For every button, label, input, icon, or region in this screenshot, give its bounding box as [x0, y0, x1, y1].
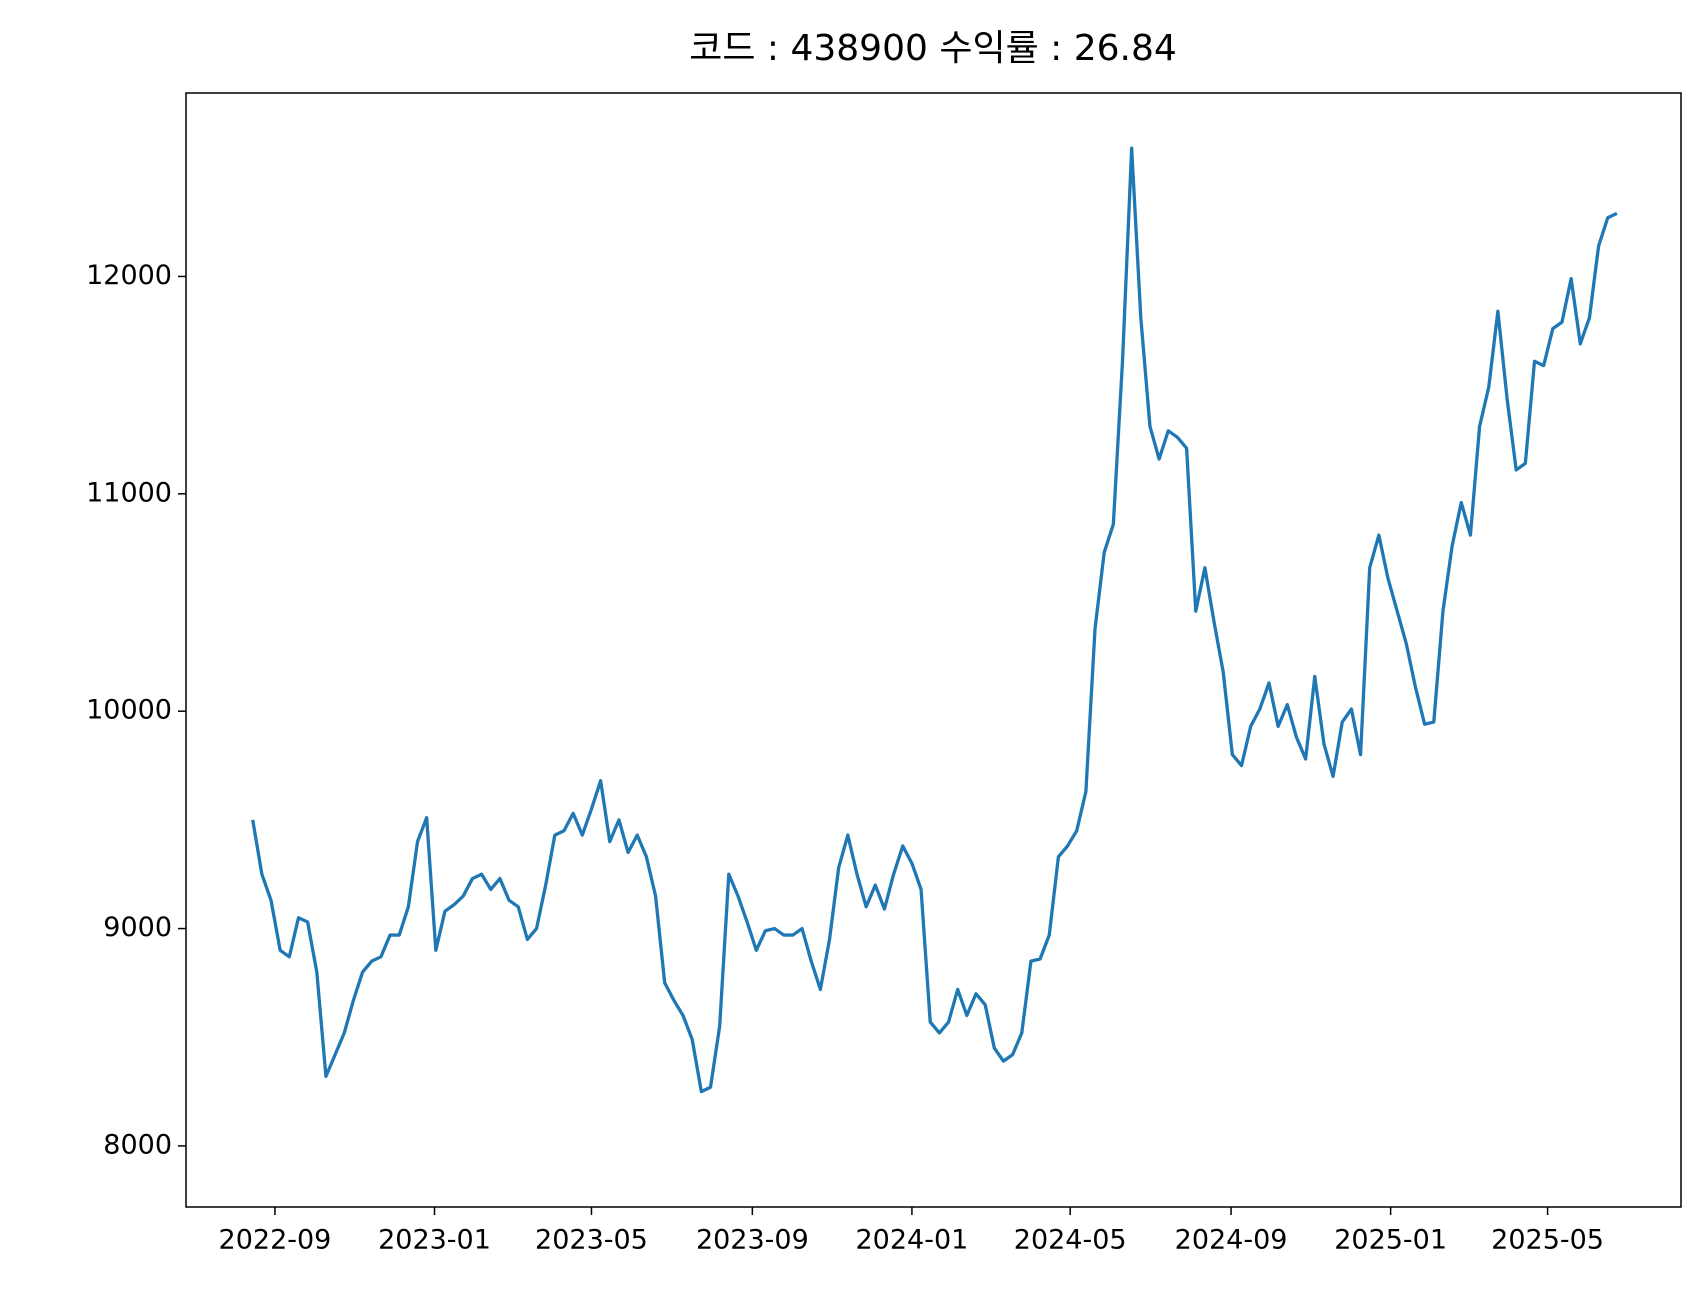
x-tick-label: 2023-01	[378, 1225, 491, 1256]
y-tick-label: 10000	[86, 695, 172, 726]
chart-title: 코드 : 438900 수익률 : 26.84	[689, 28, 1177, 69]
x-tick-label: 2024-09	[1175, 1225, 1288, 1256]
x-tick-label: 2024-01	[856, 1225, 969, 1256]
x-tick-label: 2022-09	[219, 1225, 332, 1256]
y-tick-label: 9000	[103, 912, 172, 943]
plot-frame	[185, 92, 1682, 1208]
x-tick-label: 2024-05	[1014, 1225, 1127, 1256]
x-tick-label: 2023-05	[535, 1225, 648, 1256]
y-tick-label: 12000	[86, 260, 172, 291]
x-tick-label: 2023-09	[696, 1225, 809, 1256]
y-tick-label: 8000	[103, 1129, 172, 1160]
x-tick-label: 2025-01	[1334, 1225, 1447, 1256]
line-series	[251, 146, 1618, 1094]
y-tick-label: 11000	[86, 477, 172, 508]
x-tick-label: 2025-05	[1491, 1225, 1604, 1256]
